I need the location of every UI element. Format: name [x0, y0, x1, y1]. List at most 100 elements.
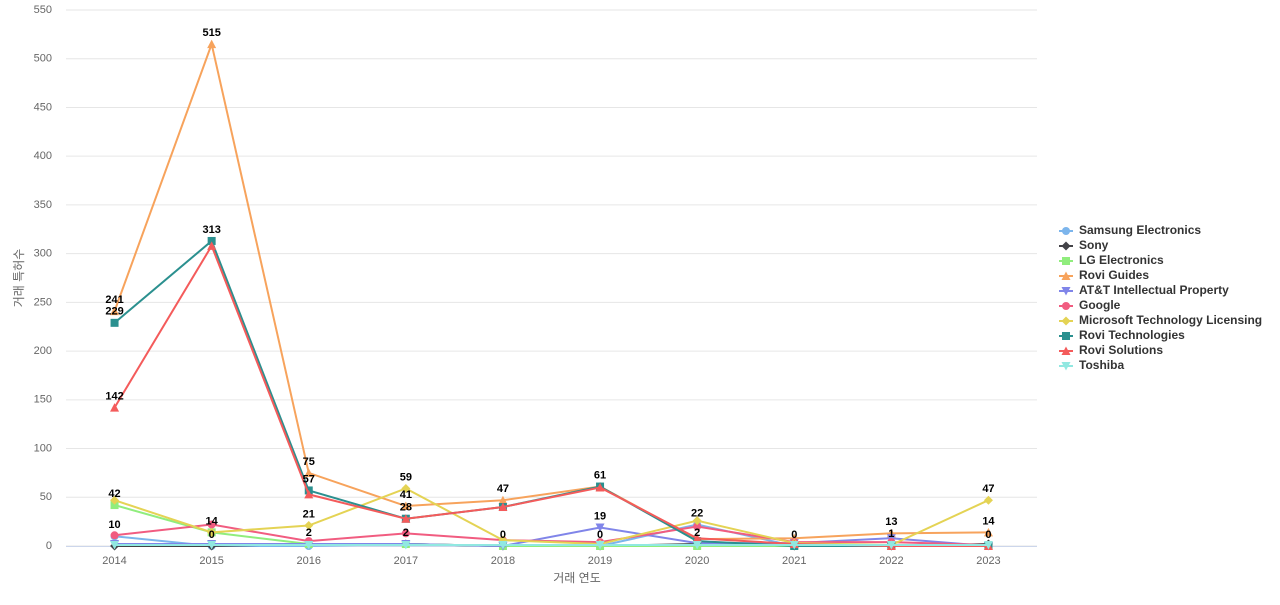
- data-label: 14: [982, 515, 995, 527]
- data-label: 2: [694, 527, 700, 539]
- data-point: [207, 520, 216, 529]
- x-tick-label: 2023: [976, 555, 1000, 567]
- data-point: [693, 522, 702, 531]
- y-tick-label: 350: [34, 199, 52, 211]
- legend-item: Rovi Technologies: [1059, 328, 1185, 342]
- data-point: [304, 541, 314, 550]
- x-tick-label: 2021: [782, 555, 806, 567]
- data-label: 142: [105, 391, 123, 403]
- data-point: [692, 516, 702, 526]
- data-point: [886, 541, 896, 550]
- data-point: [110, 541, 120, 550]
- legend-item: Rovi Solutions: [1059, 343, 1163, 357]
- legend-marker: [1062, 302, 1070, 310]
- y-tick-label: 150: [34, 394, 52, 406]
- data-point: [401, 501, 411, 511]
- legend-marker: [1061, 241, 1071, 251]
- x-tick-label: 2020: [685, 555, 709, 567]
- legend-item: Samsung Electronics: [1059, 223, 1201, 237]
- data-point: [304, 489, 314, 499]
- data-label: 313: [202, 224, 220, 236]
- series-line: [113, 40, 989, 541]
- legend-item: LG Electronics: [1059, 253, 1164, 267]
- x-tick-label: 2014: [102, 555, 126, 567]
- legend-label: Samsung Electronics: [1079, 223, 1201, 237]
- x-tick-label: 2017: [394, 555, 418, 567]
- legend-item: Google: [1059, 298, 1121, 312]
- data-point: [110, 501, 119, 510]
- data-point: [498, 502, 508, 512]
- y-tick-label: 100: [34, 442, 52, 454]
- x-tick-label: 2018: [491, 555, 515, 567]
- series-line: [113, 243, 989, 547]
- legend-marker: [1061, 346, 1071, 355]
- data-label: 2: [403, 527, 409, 539]
- data-label: 75: [303, 456, 315, 468]
- data-label: 22: [691, 507, 703, 519]
- data-point: [983, 495, 993, 505]
- data-label: 28: [400, 502, 412, 514]
- data-point: [595, 523, 605, 532]
- data-point: [692, 533, 702, 543]
- data-point: [983, 541, 993, 550]
- data-point: [401, 541, 411, 550]
- data-label: 21: [303, 508, 315, 520]
- data-label: 0: [500, 529, 506, 541]
- legend-marker: [1061, 287, 1071, 296]
- data-label: 515: [202, 27, 220, 39]
- data-label: 0: [209, 529, 215, 541]
- y-axis-title: 거래 특허수: [12, 249, 26, 308]
- legend-marker: [1061, 271, 1071, 280]
- data-point: [207, 541, 217, 550]
- data-label: 13: [885, 516, 897, 528]
- data-point: [207, 236, 216, 245]
- data-label: 42: [108, 488, 120, 500]
- legend-marker: [1062, 227, 1070, 235]
- legend-marker: [1062, 332, 1070, 340]
- legend-label: Microsoft Technology Licensing: [1079, 313, 1262, 327]
- data-label: 0: [791, 529, 797, 541]
- data-point: [110, 495, 120, 505]
- data-label: 61: [594, 469, 606, 481]
- y-tick-label: 550: [34, 4, 52, 16]
- data-point: [498, 541, 508, 550]
- data-label: 19: [594, 510, 606, 522]
- y-tick-label: 450: [34, 101, 52, 113]
- legend-item: Microsoft Technology Licensing: [1059, 313, 1262, 327]
- data-point: [110, 531, 119, 540]
- legend-marker: [1061, 316, 1071, 326]
- y-tick-label: 0: [46, 540, 52, 552]
- data-label: 2: [306, 527, 312, 539]
- x-tick-label: 2016: [297, 555, 321, 567]
- data-label: 10: [108, 519, 120, 531]
- y-tick-label: 500: [34, 53, 52, 65]
- data-point: [207, 241, 217, 250]
- data-point: [498, 495, 508, 505]
- data-point: [110, 306, 120, 316]
- legend-marker: [1062, 257, 1070, 265]
- data-label: 59: [400, 471, 412, 483]
- legend-label: AT&T Intellectual Property: [1079, 283, 1229, 297]
- data-label: 1: [888, 528, 894, 540]
- legend-label: LG Electronics: [1079, 253, 1164, 267]
- y-tick-label: 50: [40, 491, 52, 503]
- data-label: 57: [303, 473, 315, 485]
- data-point: [401, 484, 411, 494]
- y-tick-label: 300: [34, 248, 52, 260]
- data-label: 41: [400, 489, 412, 501]
- data-label: 241: [105, 294, 123, 306]
- data-point: [110, 318, 119, 327]
- data-point: [304, 468, 314, 477]
- y-tick-label: 400: [34, 150, 52, 162]
- y-tick-label: 200: [34, 345, 52, 357]
- data-point: [401, 514, 411, 523]
- legend-item: AT&T Intellectual Property: [1059, 283, 1229, 297]
- data-label: 47: [982, 483, 994, 495]
- data-label: 47: [497, 483, 509, 495]
- data-point: [207, 39, 217, 49]
- legend-label: Rovi Technologies: [1079, 328, 1185, 342]
- data-point: [401, 529, 410, 538]
- legend-label: Sony: [1079, 238, 1109, 252]
- data-label: 0: [597, 529, 603, 541]
